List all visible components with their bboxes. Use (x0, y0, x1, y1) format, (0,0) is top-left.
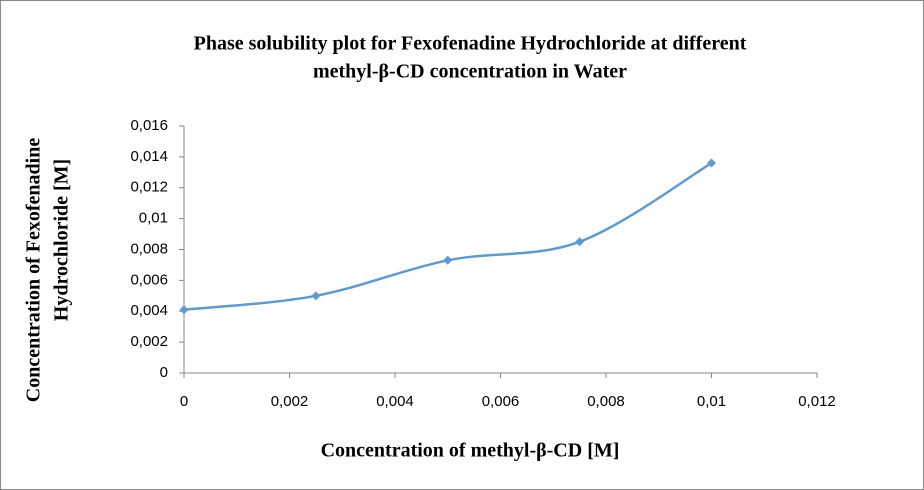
y-tick-label: 0,016 (130, 117, 168, 134)
x-tick-label: 0,012 (798, 393, 836, 410)
y-tick-label: 0,004 (130, 302, 168, 319)
x-tick-label: 0,008 (587, 393, 625, 410)
y-tick-label: 0,014 (130, 148, 168, 165)
chart-title: methyl-β-CD concentration in Water (313, 61, 627, 83)
marker (311, 291, 321, 301)
x-axis-label: Concentration of methyl-β-CD [M] (321, 440, 620, 462)
marker (575, 237, 585, 247)
x-tick-label: 0 (180, 393, 188, 410)
marker (707, 158, 716, 168)
y-tick-label: 0,012 (130, 179, 168, 196)
x-tick-label: 0,004 (376, 393, 414, 410)
y-tick-label: 0,008 (130, 240, 168, 257)
x-tick-label: 0,01 (697, 393, 726, 410)
y-tick-label: 0 (160, 364, 168, 381)
y-tick-label: 0,006 (130, 271, 168, 288)
y-tick-label: 0,01 (139, 210, 168, 227)
y-axis-label: Hydrochloride [M] (51, 159, 73, 321)
x-tick-label: 0,006 (482, 393, 520, 410)
chart-title: Phase solubility plot for Fexofenadine H… (194, 33, 747, 55)
x-tick-label: 0,002 (271, 393, 309, 410)
marker (443, 255, 453, 265)
y-axis-label: Concentration of Fexofenadine (23, 138, 45, 403)
marker (179, 305, 189, 315)
y-tick-label: 0,002 (130, 333, 168, 350)
